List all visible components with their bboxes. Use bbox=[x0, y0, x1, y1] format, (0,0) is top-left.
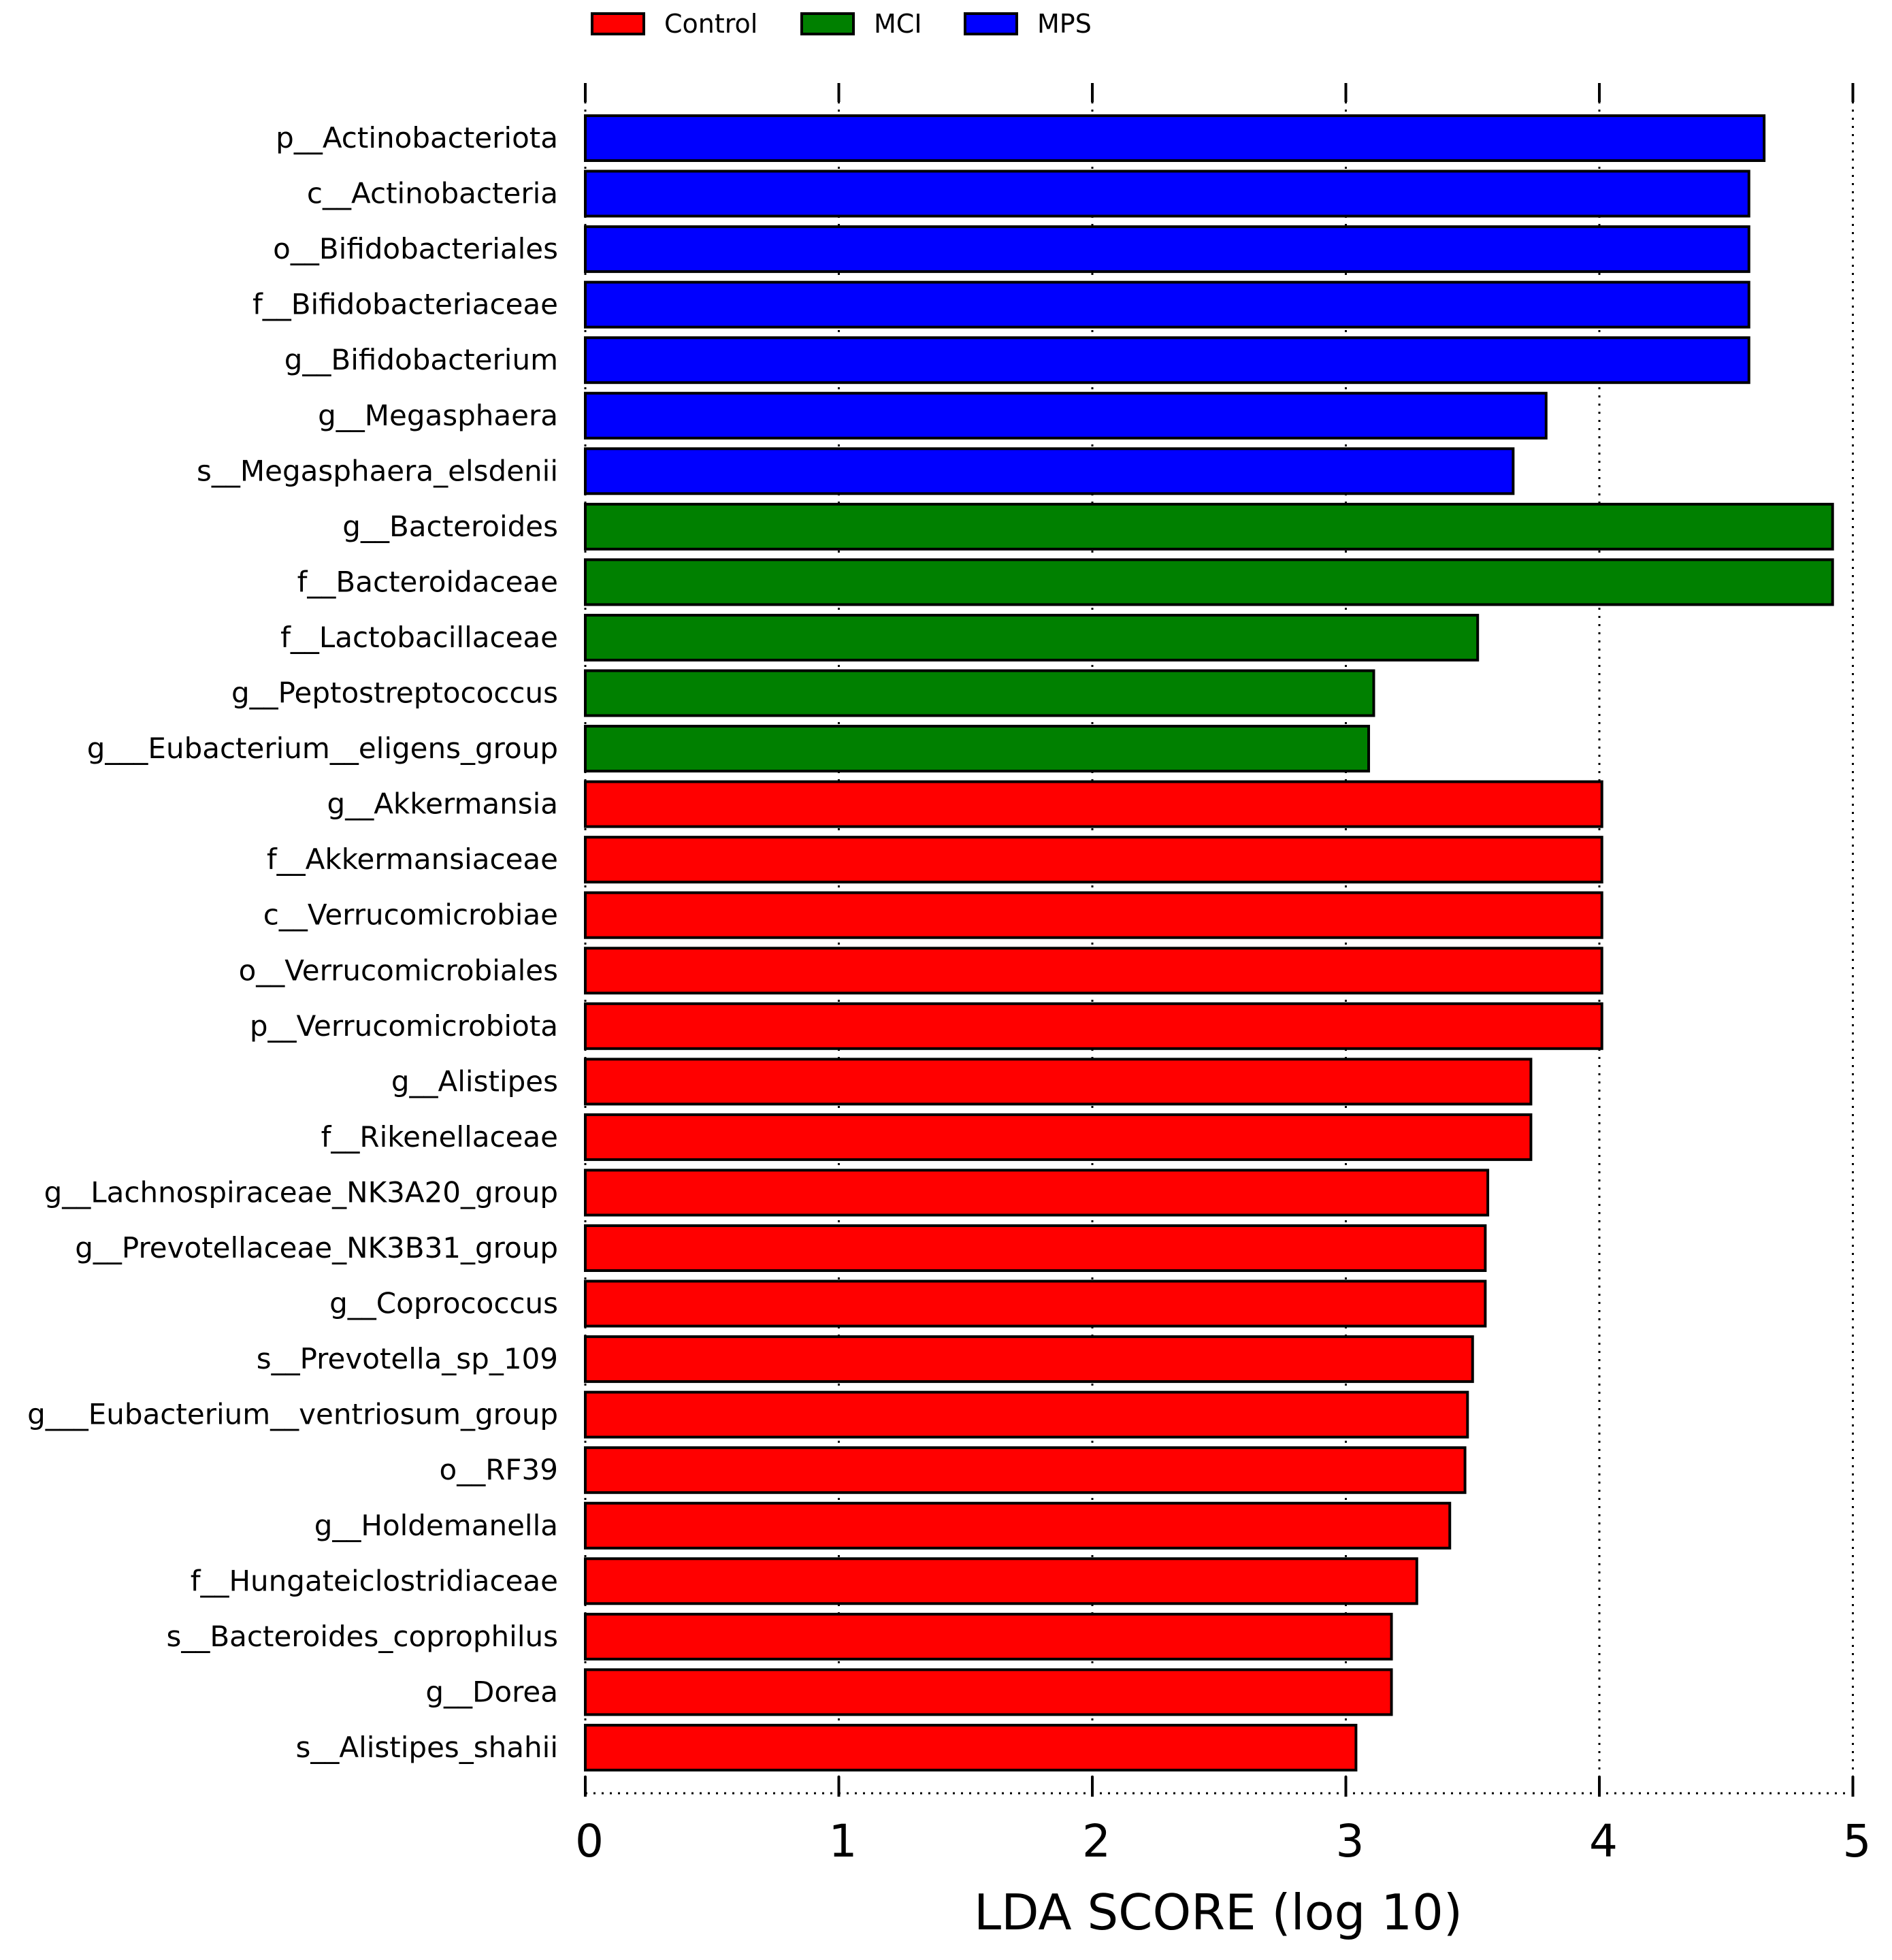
bar-g__Holdemanella bbox=[584, 1501, 1452, 1550]
x-tick-label: 0 bbox=[575, 1815, 604, 1867]
category-labels: p__Actinobacteriota c__Actinobacteria o__B… bbox=[27, 121, 558, 1764]
bar-g__Dorea bbox=[584, 1668, 1393, 1716]
bar-c__Actinobacteria bbox=[584, 169, 1750, 218]
bar-c__Verrucomicrobiae bbox=[584, 891, 1603, 939]
legend-swatch-mci bbox=[800, 12, 855, 35]
category-label: g__Holdemanella bbox=[314, 1509, 558, 1542]
category-label: g__Dorea bbox=[425, 1675, 558, 1708]
legend-swatch-control bbox=[591, 12, 645, 35]
category-label: g__Megasphaera bbox=[318, 399, 558, 432]
category-label: g__Lachnospiraceae_NK3A20_group bbox=[44, 1175, 558, 1209]
category-label: g__Peptostreptococcus bbox=[231, 676, 558, 710]
bar-g__Peptostreptococcus bbox=[584, 669, 1375, 717]
category-label: o__RF39 bbox=[440, 1453, 558, 1486]
bars bbox=[584, 114, 1834, 1771]
bar-g__Bifidobacterium bbox=[584, 336, 1750, 385]
category-label: f__Lactobacillaceae bbox=[280, 621, 558, 654]
bar-f__Bacteroidaceae bbox=[584, 558, 1834, 606]
category-label: f__Bifidobacteriaceae bbox=[252, 288, 558, 321]
category-label: f__Rikenellaceae bbox=[321, 1120, 558, 1154]
bar-o__Verrucomicrobiales bbox=[584, 947, 1603, 995]
x-tick-label: 4 bbox=[1589, 1815, 1618, 1867]
bar-f__Hungateiclostridiaceae bbox=[584, 1557, 1418, 1605]
category-label: g__Bacteroides bbox=[342, 510, 558, 543]
bar-p__Verrucomicrobiota bbox=[584, 1002, 1603, 1050]
x-tick-label: 3 bbox=[1336, 1815, 1365, 1867]
category-label: g___Eubacterium__ventriosum_group bbox=[27, 1398, 558, 1431]
category-label: s__Megasphaera_elsdenii bbox=[197, 454, 558, 487]
bar-f__Akkermansiaceae bbox=[584, 836, 1603, 884]
category-label: g__Prevotellaceae_NK3B31_group bbox=[75, 1231, 558, 1264]
bar-s__Prevotella_sp_109 bbox=[584, 1335, 1474, 1384]
bar-f__Rikenellaceae bbox=[584, 1113, 1533, 1161]
category-label: f__Bacteroidaceae bbox=[297, 565, 558, 598]
legend-label-mci: MCI bbox=[874, 9, 922, 39]
category-label: s__Alistipes_shahii bbox=[295, 1731, 558, 1764]
category-label: g__Alistipes bbox=[391, 1064, 558, 1098]
bar-s__Alistipes_shahii bbox=[584, 1723, 1358, 1771]
category-label: s__Bacteroides_coprophilus bbox=[166, 1620, 558, 1653]
bar-s__Megasphaera_elsdenii bbox=[584, 447, 1515, 495]
bar-g__Bacteroides bbox=[584, 502, 1834, 551]
x-tick-label: 5 bbox=[1843, 1815, 1872, 1867]
category-label: g__Bifidobacterium bbox=[284, 343, 558, 376]
legend-swatch-mps bbox=[964, 12, 1018, 35]
bar-g__Alistipes bbox=[584, 1058, 1533, 1106]
category-label: f__Akkermansiaceae bbox=[267, 843, 558, 876]
x-axis: 0 1 2 3 4 5 bbox=[575, 83, 1872, 1867]
bar-g__Lachnospiraceae_NK3A20_group bbox=[584, 1169, 1490, 1217]
category-label: o__Bifidobacteriales bbox=[273, 232, 558, 265]
bar-g___Eubacterium__eligens_group bbox=[584, 725, 1371, 773]
bar-g__Coprococcus bbox=[584, 1279, 1487, 1328]
category-label: c__Verrucomicrobiae bbox=[263, 898, 558, 932]
bar-o__RF39 bbox=[584, 1446, 1467, 1494]
bar-g___Eubacterium__ventriosum_group bbox=[584, 1390, 1469, 1439]
x-tick-label: 2 bbox=[1082, 1815, 1111, 1867]
bar-f__Lactobacillaceae bbox=[584, 613, 1480, 662]
x-axis-title: LDA SCORE (log 10) bbox=[974, 1884, 1463, 1941]
bar-g__Prevotellaceae_NK3B31_group bbox=[584, 1224, 1487, 1272]
bar-g__Akkermansia bbox=[584, 780, 1603, 828]
legend-label-control: Control bbox=[664, 9, 757, 39]
bar-f__Bifidobacteriaceae bbox=[584, 280, 1750, 329]
category-label: p__Actinobacteriota bbox=[276, 121, 558, 154]
category-label: g__Akkermansia bbox=[327, 787, 558, 821]
x-tick-label: 1 bbox=[829, 1815, 858, 1867]
bar-p__Actinobacteriota bbox=[584, 114, 1766, 162]
category-label: p__Verrucomicrobiota bbox=[250, 1009, 558, 1043]
legend-label-mps: MPS bbox=[1037, 9, 1092, 39]
category-label: s__Prevotella_sp_109 bbox=[257, 1342, 558, 1375]
category-label: o__Verrucomicrobiales bbox=[239, 953, 558, 987]
category-label: g__Coprococcus bbox=[329, 1287, 558, 1320]
category-label: f__Hungateiclostridiaceae bbox=[191, 1564, 558, 1597]
category-label: c__Actinobacteria bbox=[307, 177, 558, 210]
category-label: g___Eubacterium__eligens_group bbox=[87, 732, 558, 765]
bar-g__Megasphaera bbox=[584, 391, 1548, 440]
bar-o__Bifidobacteriales bbox=[584, 225, 1750, 274]
bar-s__Bacteroides_coprophilus bbox=[584, 1612, 1393, 1661]
legend: Control MCI MPS bbox=[591, 9, 1092, 39]
